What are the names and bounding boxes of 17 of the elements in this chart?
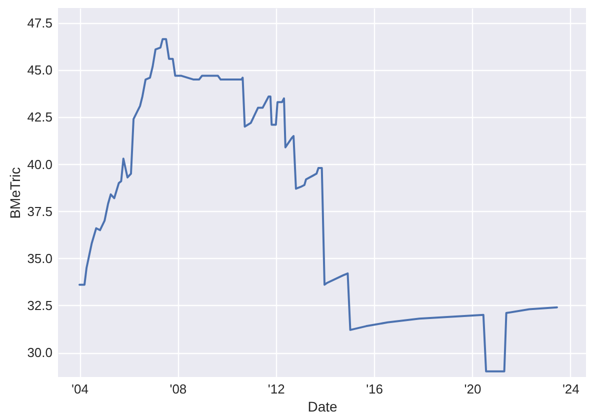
y-tick-label: 42.5 bbox=[27, 110, 52, 125]
y-tick-label: 35.0 bbox=[27, 250, 52, 266]
y-tick-label: 32.5 bbox=[27, 298, 52, 313]
y-tick-label: 37.5 bbox=[27, 204, 52, 219]
line-series bbox=[78, 38, 558, 372]
x-tick-label: '08 bbox=[170, 382, 187, 396]
y-tick-label: 40.0 bbox=[27, 156, 52, 172]
x-axis-title: Date bbox=[308, 398, 338, 414]
x-tick-label: '24 bbox=[562, 382, 580, 396]
y-tick-label: 47.5 bbox=[27, 16, 52, 31]
x-tick-label: '12 bbox=[268, 382, 285, 396]
y-axis-title: BMeTric bbox=[7, 167, 24, 219]
y-tick-label: 30.0 bbox=[27, 345, 52, 360]
x-tick-label: '16 bbox=[366, 382, 384, 396]
x-tick-label: '20 bbox=[464, 382, 482, 396]
x-tick-label: '04 bbox=[72, 382, 88, 396]
y-tick-label: 45.0 bbox=[27, 62, 52, 78]
